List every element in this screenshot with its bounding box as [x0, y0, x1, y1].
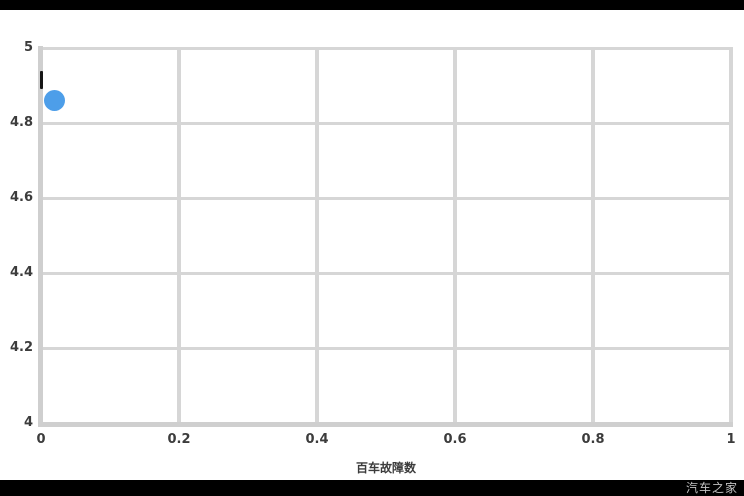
x-tick-label: 0.6 — [443, 432, 467, 447]
gridline-horizontal — [41, 46, 733, 50]
gridline-horizontal — [41, 121, 733, 125]
x-axis-title: 百车故障数 — [355, 461, 416, 475]
y-tick-label: 4 — [23, 415, 33, 430]
x-tick-label: 0 — [36, 432, 46, 447]
x-tick-label: 0.8 — [581, 432, 605, 447]
y-tick-label: 4.8 — [9, 115, 33, 130]
y-tick-label: 4.4 — [9, 265, 33, 280]
bottom-letterbox-bar: 汽车之家 — [0, 480, 744, 496]
scatter-point — [44, 90, 66, 111]
gridline-horizontal — [41, 196, 733, 200]
error-bar-marker — [39, 70, 43, 90]
x-tick-label: 0.2 — [167, 432, 191, 447]
y-tick-label: 4.6 — [9, 190, 33, 205]
gridline-vertical — [315, 48, 319, 423]
gridline-horizontal — [41, 346, 733, 350]
gridline-vertical — [177, 48, 181, 423]
x-tick-label: 0.4 — [305, 432, 329, 447]
gridline-vertical — [453, 48, 457, 423]
y-tick-label: 5 — [23, 40, 33, 55]
watermark: 汽车之家 — [685, 481, 738, 495]
gridline-vertical — [591, 48, 595, 423]
gridline-horizontal — [41, 271, 733, 275]
y-tick-label: 4.2 — [9, 340, 33, 355]
x-tick-label: 1 — [726, 432, 736, 447]
top-letterbox-bar — [0, 0, 744, 10]
x-axis-line — [38, 422, 733, 427]
scatter-chart: 百车故障数 4 4.2 4.4 4.6 4.8 5 0 0.2 0.4 0.6 0.8 1 — [9, 40, 736, 475]
y-axis-line — [38, 46, 43, 427]
gridline-vertical — [729, 48, 733, 423]
